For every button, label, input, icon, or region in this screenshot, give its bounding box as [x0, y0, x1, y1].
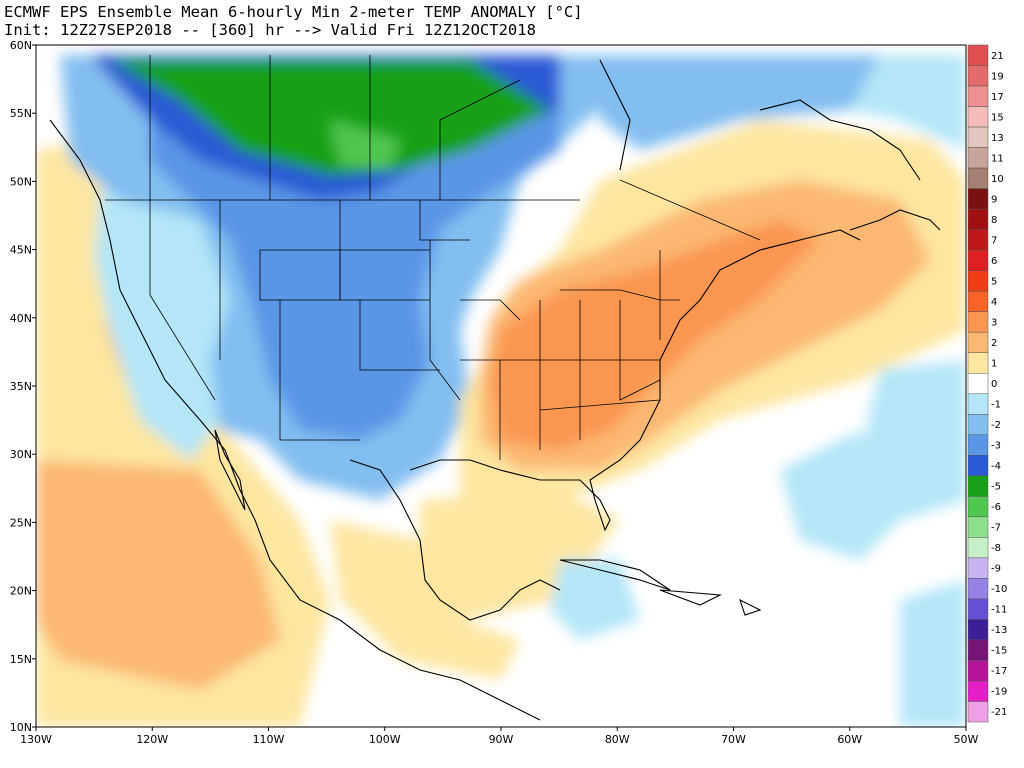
- x-tick-label: 110W: [253, 733, 285, 746]
- x-tick-label: 60W: [837, 733, 862, 746]
- y-tick-label: 25N: [10, 516, 32, 529]
- x-tick-label: 70W: [721, 733, 746, 746]
- anomaly-field: [36, 45, 966, 727]
- latitude-axis: 60N 55N 50N 45N 40N 35N 30N 25N 20N 15N 10N: [10, 39, 36, 734]
- y-tick-label: 50N: [10, 175, 32, 188]
- state-borders: [105, 55, 761, 460]
- y-tick-label: 20N: [10, 585, 32, 598]
- y-tick-label: 40N: [10, 312, 32, 325]
- y-tick-label: 15N: [10, 653, 32, 666]
- coastlines: [49, 59, 941, 721]
- x-tick-label: 90W: [489, 733, 514, 746]
- y-tick-label: 30N: [10, 448, 32, 461]
- map-title: ECMWF EPS Ensemble Mean 6-hourly Min 2-m…: [4, 3, 583, 21]
- map-subtitle: Init: 12Z27SEP2018 -- [360] hr --> Valid…: [4, 21, 536, 39]
- y-tick-label: 35N: [10, 380, 32, 393]
- x-tick-label: 130W: [20, 733, 52, 746]
- x-tick-label: 120W: [136, 733, 168, 746]
- y-tick-label: 45N: [10, 244, 32, 257]
- x-tick-label: 100W: [369, 733, 401, 746]
- longitude-axis: 130W 120W 110W 100W 90W 80W 70W 60W 50W: [20, 727, 979, 746]
- y-tick-label: 10N: [10, 721, 32, 734]
- y-tick-label: 55N: [10, 107, 32, 120]
- y-tick-label: 60N: [10, 39, 32, 52]
- x-tick-label: 80W: [605, 733, 630, 746]
- x-tick-label: 50W: [954, 733, 979, 746]
